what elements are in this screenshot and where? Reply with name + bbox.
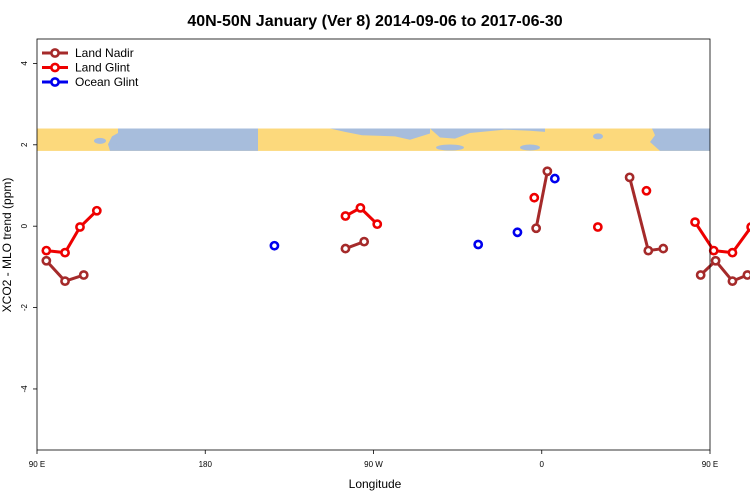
x-tick-label: 0	[540, 460, 545, 469]
data-point	[690, 217, 700, 228]
y-tick-label: -4	[20, 385, 29, 393]
series-ocean-glint	[269, 173, 560, 251]
plot-frame	[36, 38, 711, 451]
data-point	[695, 270, 706, 280]
data-point	[549, 173, 560, 184]
data-point	[512, 227, 523, 238]
y-tick-label: 2	[20, 142, 29, 147]
data-point	[531, 223, 542, 234]
data-point	[746, 222, 750, 232]
data-point	[710, 255, 721, 266]
series-line	[534, 170, 549, 229]
legend-marker	[50, 77, 60, 87]
data-point	[340, 243, 351, 254]
data-point	[727, 276, 738, 287]
legend-label: Ocean Glint	[75, 75, 139, 89]
y-axis-label: XCO2 - MLO trend (ppm)	[0, 178, 14, 313]
data-point	[269, 240, 280, 251]
x-axis: 90 E 180 90 W 0 90 E	[29, 450, 718, 469]
data-point	[624, 172, 635, 183]
y-axis: 4 2 0 -2 -4	[20, 61, 37, 393]
data-point	[727, 247, 738, 258]
world-map-strip	[37, 128, 710, 151]
series-land-nadir	[41, 166, 750, 287]
data-point	[708, 245, 719, 256]
data-point	[529, 192, 540, 203]
data-point	[641, 185, 652, 196]
data-point	[60, 247, 70, 258]
data-point	[592, 222, 603, 232]
series-line	[693, 221, 750, 255]
data-point	[359, 236, 370, 247]
legend-marker	[50, 62, 60, 73]
series-line	[699, 258, 748, 283]
series-land-glint	[41, 185, 750, 258]
x-tick-label: 180	[199, 460, 213, 469]
data-point	[473, 239, 484, 250]
data-point	[355, 202, 366, 213]
data-point	[658, 243, 669, 254]
data-point	[78, 270, 89, 280]
legend-label: Land Glint	[75, 61, 130, 75]
data-point	[372, 219, 383, 230]
data-point	[643, 245, 654, 256]
chart-title: 40N-50N January (Ver 8) 2014-09-06 to 20…	[187, 13, 562, 30]
data-point	[60, 276, 70, 287]
legend-marker	[50, 48, 60, 58]
data-point	[41, 245, 52, 256]
x-tick-label: 90 W	[364, 460, 383, 469]
y-tick-label: 0	[20, 223, 29, 228]
y-tick-label: 4	[20, 61, 29, 66]
x-axis-label: Longitude	[349, 477, 402, 491]
x-tick-label: 90 E	[702, 460, 718, 469]
data-point	[742, 270, 750, 280]
data-point	[91, 205, 102, 216]
x-tick-label: 90 E	[29, 460, 45, 469]
data-point	[340, 211, 351, 221]
data-point	[75, 222, 85, 232]
y-tick-label: -2	[20, 303, 29, 311]
legend-label: Land Nadir	[75, 46, 134, 60]
data-point	[41, 255, 52, 266]
data-point	[542, 166, 553, 177]
series-line	[46, 209, 98, 255]
